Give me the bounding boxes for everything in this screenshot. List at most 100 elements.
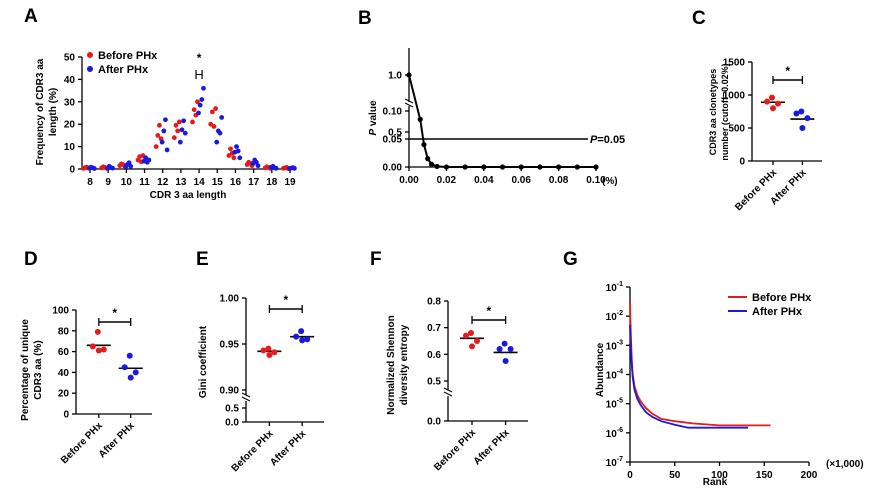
panel-a-x-tick-label: 11 [139, 177, 150, 188]
panel-f-label: F [370, 249, 382, 270]
panel-a-y-tick-label: 40 [64, 75, 76, 86]
panel-d-y-tick-label: 20 [58, 389, 70, 400]
panel-b-point [499, 164, 506, 170]
panel-b-x-tick-label: 0.02 [437, 175, 457, 186]
panel-g-legend-after: After PHx [752, 306, 803, 318]
panel-a-x-tick-label: 18 [266, 177, 278, 188]
panel-b-x-tick-label: 0.06 [511, 175, 531, 186]
panel-f-x-tick-label: Before PHx [432, 427, 478, 473]
panel-a-point [173, 122, 179, 128]
panel-a-point [146, 157, 152, 163]
panel-g-y-tick-exp: -5 [617, 398, 623, 405]
panel-b-x-tick-label: 0.04 [474, 175, 494, 186]
panel-c-y-tick-label: 1500 [723, 58, 746, 69]
panel-a-point [163, 117, 168, 123]
panel-a-y-tick-label: 30 [64, 97, 76, 108]
panel-b-x-tick-label: 0.00 [399, 175, 419, 186]
panel-e-label: E [196, 249, 209, 270]
panel-g-y-tick-base: 10 [606, 429, 618, 440]
panel-b-curve [408, 74, 596, 168]
panel-a-point [201, 85, 206, 91]
panel-a-point [91, 166, 97, 171]
panel-g-ylabel: Abundance [595, 342, 606, 397]
panel-a-y-tick-label: 0 [69, 165, 75, 176]
panel-d-point [89, 343, 96, 350]
panel-b-y-tick-label: 0.5 [388, 128, 402, 139]
panel-g-y-tick-exp: -7 [617, 456, 623, 463]
panel-d-label: D [24, 249, 38, 270]
panel-f-ylabel-2: diversity entropy [399, 324, 410, 405]
panel-f-point [463, 332, 469, 339]
panel-g-y-tick-base: 10 [606, 312, 618, 323]
panel-g-x-tick-label: 50 [669, 470, 681, 481]
panel-e-y-tick-label: 0.95 [220, 340, 240, 351]
panel-g-x-tick-label: 0 [627, 470, 633, 481]
panel-d-y-tick-label: 40 [58, 368, 70, 379]
panel-d-y-tick-label: 60 [58, 347, 70, 358]
panel-g-y-tick-exp: -2 [617, 310, 623, 317]
panel-f-point [502, 358, 509, 364]
panel-e-y-tick-label: 0.0 [225, 418, 239, 429]
panel-f-star: * [486, 304, 491, 318]
panel-a-bracket: H [194, 67, 203, 82]
panel-b-point [425, 156, 431, 162]
panel-g-x-tick-label: 150 [756, 470, 773, 481]
panel-a-point [291, 165, 297, 171]
panel-a-legend-before: Before PHx [98, 50, 158, 62]
panel-b-x-tick-label: 0.10 [586, 175, 606, 186]
panel-g-series-line-after [629, 324, 749, 429]
panel-f-y-tick-label: 0.5 [427, 377, 441, 388]
panel-c-x-tick-label: Before PHx [733, 167, 779, 213]
panel-a-point [197, 102, 203, 108]
panel-a-point [213, 106, 219, 111]
panel-a-point [273, 165, 279, 171]
panel-b-point [556, 164, 562, 170]
panel-c-point [798, 108, 805, 115]
panel-g-label: G [563, 249, 578, 270]
panel-f-y-tick-label: 0.0 [427, 417, 441, 428]
panel-d-ylabel-1: Percentage of unique [20, 319, 31, 421]
panel-b-point [593, 164, 599, 170]
panel-a-x-tick-label: 15 [212, 177, 224, 188]
panel-a-point [214, 139, 220, 145]
panel-b-x-tick-label: 0.08 [549, 175, 569, 186]
panel-a-x-tick-label: 8 [87, 177, 93, 188]
panel-f-point [496, 346, 503, 352]
panel-e-y-tick-label: 0.5 [225, 404, 239, 415]
panel-g-legend-before: Before PHx [752, 292, 812, 304]
panel-g-series-line-before [629, 302, 771, 427]
panel-c-y-tick-label: 1000 [723, 91, 746, 102]
panel-a-point [231, 155, 237, 161]
panel-a-point [219, 115, 225, 120]
panel-b-ylabel-rest: value [368, 100, 379, 129]
panel-e-y-tick-label: 0.90 [220, 386, 240, 397]
panel-b-point [443, 164, 449, 170]
panel-a-point [126, 160, 132, 166]
panel-f-point [507, 346, 514, 352]
panel-a-star: * [197, 51, 202, 65]
panel-c-star: * [785, 64, 790, 78]
panel-b-point [481, 164, 487, 170]
panel-b-axis-break-2 [404, 102, 414, 108]
panel-d-point [132, 369, 139, 376]
panel-e-point [265, 345, 272, 352]
panel-a-ylabel-1: Frequency of CDR3 aa [35, 58, 46, 165]
panel-f-y-tick-label: 0.8 [427, 297, 441, 308]
panel-b-point [574, 164, 580, 170]
panel-b-point [428, 161, 435, 167]
panel-a-point [182, 130, 188, 136]
panel-a-xlabel: CDR 3 aa length [150, 190, 227, 201]
panel-a-x-tick-label: 19 [284, 177, 296, 188]
panel-g-y-tick-base: 10 [606, 371, 618, 382]
panel-a-legend-after: After PHx [98, 64, 149, 76]
panel-a-point [155, 133, 161, 138]
panel-e-y-tick-label: 1.00 [220, 294, 240, 305]
panel-c-point [769, 94, 775, 101]
panel-b-ylabel-p: P [368, 129, 379, 136]
panel-g-x-tick-label: 100 [711, 470, 728, 481]
panel-a-y-tick-label: 20 [64, 120, 76, 131]
panel-a-point [255, 163, 261, 169]
panel-b-point [421, 142, 427, 148]
panel-d-y-tick-label: 0 [63, 410, 69, 421]
panel-a-point [191, 107, 197, 113]
